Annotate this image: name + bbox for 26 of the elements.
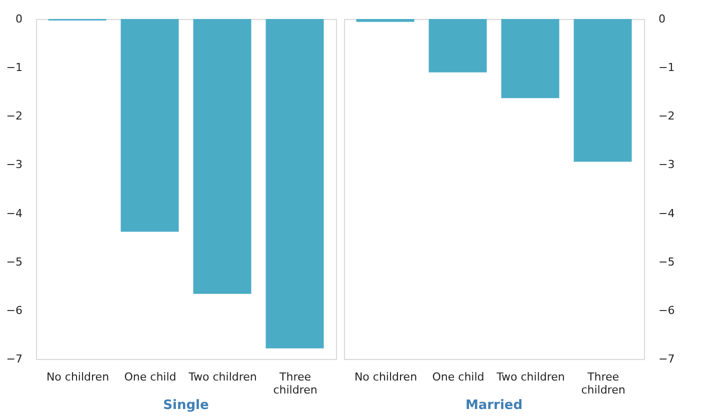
y-tick-label: −2 [6,110,22,123]
x-tick-label: Two children [188,370,257,384]
y-tick-label: 0 [658,12,666,26]
x-tick-label: Three children [273,370,318,396]
x-tick-label: No children [354,370,418,384]
y-tick-label: −4 [6,206,22,220]
text: Single [163,398,210,413]
y-tick-label: −3 [658,158,675,172]
y-tick-label: −1 [6,61,22,74]
y-tick-label: −2 [658,110,675,123]
x-tick-label: One child [124,370,176,384]
y-tick-label: 0 [16,12,22,26]
y-tick-label: −6 [6,304,22,317]
text: Married [465,398,523,413]
y-tick-label: −4 [658,206,675,220]
y-tick-label: −1 [658,61,675,74]
y-tick-label: −7 [6,352,22,366]
x-tick-label: No children [46,370,110,384]
y-tick-label: −5 [658,255,675,268]
x-tick-label: Three children [581,370,626,396]
x-tick-label: One child [432,370,484,384]
y-tick-label: −6 [658,304,675,317]
x-tick-label: Two children [496,370,565,384]
y-tick-label: −5 [6,255,22,268]
y-tick-label: −3 [6,158,22,172]
y-tick-label: −7 [658,352,675,366]
